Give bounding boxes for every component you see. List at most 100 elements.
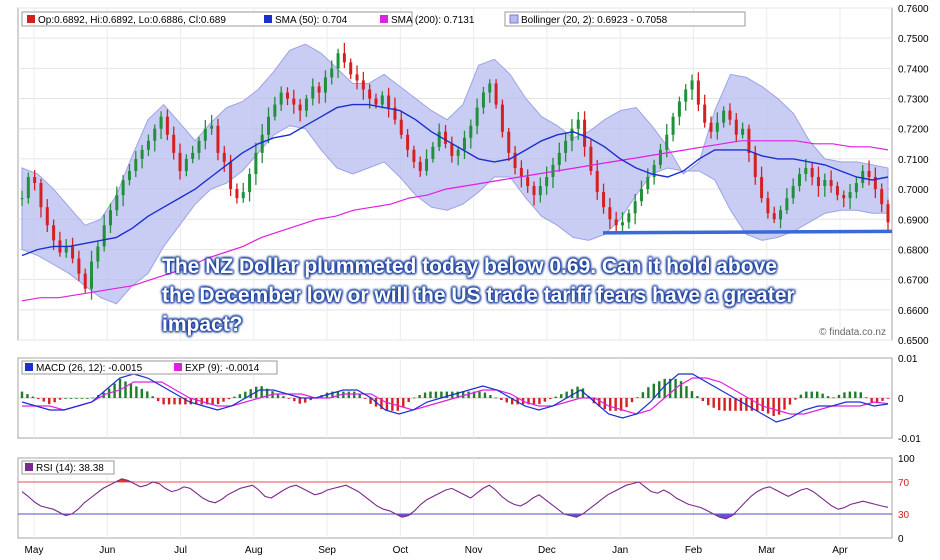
macd-histogram-bar [505, 398, 508, 403]
price-candle [241, 192, 245, 199]
macd-histogram-bar [402, 398, 405, 408]
macd-histogram-bar [156, 398, 160, 402]
macd-histogram-bar [870, 398, 873, 403]
macd-histogram-bar [440, 391, 443, 398]
macd-histogram-bar [205, 398, 209, 405]
rsi-tick-label: 30 [898, 510, 910, 521]
legend-ohlc: Op:0.6892, Hi:0.6892, Lo:0.6886, Cl:0.68… [38, 15, 226, 26]
macd-histogram-bar [543, 398, 547, 402]
macd-histogram-bar [766, 398, 770, 414]
price-candle [20, 198, 24, 200]
price-candle [26, 177, 30, 199]
price-candle [532, 186, 536, 196]
price-candle [469, 125, 473, 138]
month-tick-label: Jun [99, 545, 115, 556]
macd-histogram-bar [641, 392, 645, 398]
price-candle [873, 177, 877, 190]
price-candle [273, 104, 277, 117]
price-candle [39, 183, 43, 208]
sma50-line [21, 103, 889, 257]
price-candle [52, 225, 56, 241]
macd-histogram-bar [581, 388, 585, 398]
bollinger-legend: Bollinger (20, 2): 0.6923 - 0.7058 [504, 11, 746, 27]
macd-histogram-bar [701, 398, 705, 402]
macd-histogram-bar [848, 391, 852, 398]
price-candle [418, 161, 422, 171]
rsi-tick-label: 100 [898, 454, 915, 465]
macd-histogram-bar [363, 398, 367, 399]
macd-histogram-bar [42, 398, 45, 402]
price-candle [564, 140, 568, 153]
macd-histogram-bar [287, 398, 291, 399]
macd-histogram-bar [233, 396, 236, 398]
price-candle [431, 146, 435, 159]
price-candle [589, 146, 593, 171]
price-candle [64, 246, 68, 253]
price-tick-label: 0.7200 [898, 125, 929, 136]
legend-rsi: RSI (14): 38.38 [36, 463, 104, 474]
price-candle [165, 116, 169, 135]
price-candle [96, 246, 100, 262]
macd-histogram-bar [58, 398, 62, 400]
price-candle [292, 98, 296, 105]
month-tick-label: Apr [832, 545, 848, 556]
price-candle [380, 95, 384, 105]
month-tick-label: Aug [245, 545, 263, 556]
macd-histogram-bar [69, 398, 73, 399]
month-tick-label: Jan [612, 545, 628, 556]
macd-histogram-bar [881, 398, 884, 401]
price-candle [102, 225, 106, 247]
price-candle [614, 219, 618, 226]
macd-histogram-bar [658, 381, 661, 398]
legend-sma50: SMA (50): 0.704 [275, 15, 348, 26]
macd-histogram-bar [799, 394, 803, 398]
macd-histogram-bar [854, 391, 857, 398]
price-candle [779, 210, 783, 220]
macd-histogram-bar [859, 392, 862, 398]
macd-histogram-bar [647, 387, 650, 398]
rsi-legend: RSI (14): 38.38 [21, 460, 115, 475]
macd-histogram-bar [53, 398, 56, 403]
macd-histogram-bar [129, 383, 133, 398]
price-tick-label: 0.6600 [898, 306, 929, 317]
price-candle [671, 116, 675, 135]
price-candle [652, 164, 656, 178]
macd-histogram-bar [690, 391, 694, 398]
macd-histogram-bar [418, 395, 421, 398]
macd-histogram-bar [75, 398, 78, 399]
price-candle [374, 98, 378, 105]
price-candle [835, 186, 839, 196]
macd-histogram-bar [353, 391, 356, 398]
macd-histogram-bar [532, 398, 536, 405]
price-candle [317, 86, 321, 93]
month-tick-label: Jul [174, 545, 187, 556]
price-candle [425, 158, 429, 171]
price-candle [741, 128, 745, 135]
macd-histogram-bar [298, 398, 301, 404]
price-candle [304, 98, 308, 111]
macd-histogram-bar [380, 398, 383, 410]
price-candle [437, 131, 441, 147]
macd-histogram-bar [227, 398, 231, 400]
price-candle [361, 80, 365, 90]
macd-histogram-bar [467, 391, 470, 398]
price-candle [203, 128, 207, 141]
price-candle [33, 177, 37, 184]
macd-histogram-bar [510, 398, 514, 405]
price-candle [178, 152, 182, 171]
macd-histogram-bar [815, 391, 819, 398]
price-candle [760, 177, 764, 199]
macd-histogram-bar [685, 386, 688, 398]
macd-tick-label: 0 [898, 394, 904, 405]
price-candle [538, 186, 542, 196]
macd-histogram-bar [712, 398, 715, 408]
macd-histogram-bar [728, 398, 732, 411]
price-candle [677, 101, 681, 117]
month-tick-label: May [25, 545, 44, 556]
month-tick-label: Sep [318, 545, 336, 556]
month-tick-label: Feb [685, 545, 703, 556]
macd-histogram-bar [810, 391, 813, 398]
macd-histogram-bar [91, 397, 95, 399]
macd-line [21, 373, 889, 423]
price-candle [715, 122, 719, 132]
